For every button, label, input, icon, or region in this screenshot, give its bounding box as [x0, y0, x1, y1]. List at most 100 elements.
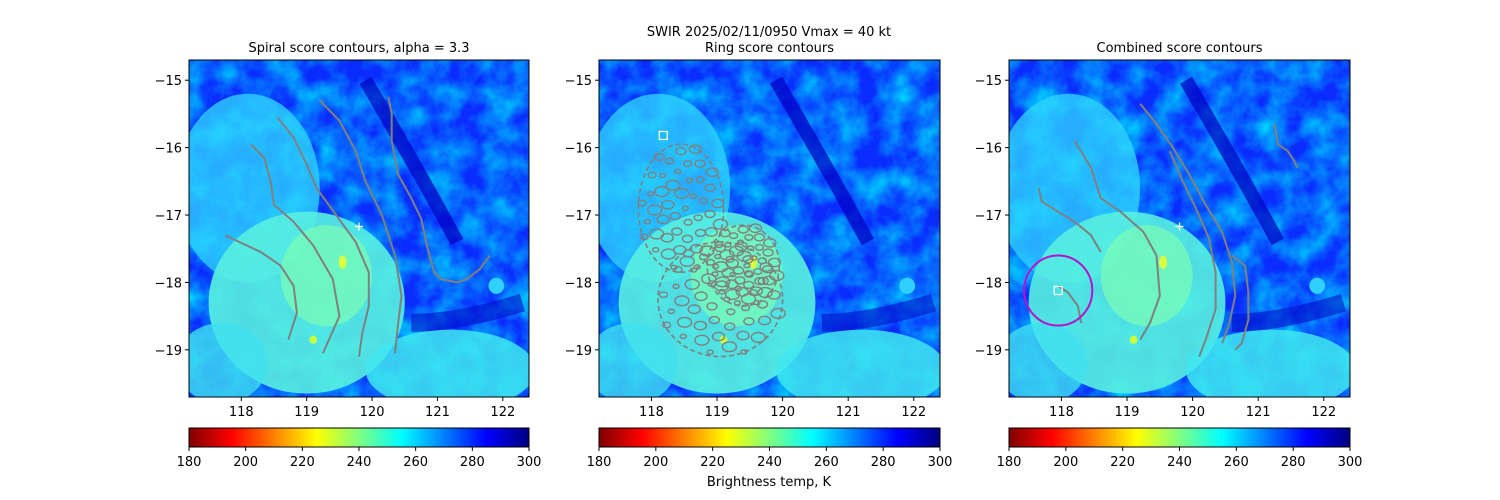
ring-contour — [659, 172, 667, 179]
ring-contour — [694, 291, 708, 302]
ring-contour — [681, 205, 690, 212]
ring-contour — [753, 233, 765, 242]
ring-contour — [754, 276, 766, 286]
ring-contour — [673, 266, 683, 274]
y-tick-label: −16 — [155, 142, 182, 157]
cloud-south-west — [189, 322, 268, 397]
ring-contour — [750, 255, 758, 261]
ring-contour — [724, 322, 736, 331]
x-tick-label: 120 — [1180, 405, 1205, 420]
ring-contour — [746, 245, 755, 251]
center-plus-marker — [1175, 222, 1184, 231]
score-contour — [1231, 254, 1250, 351]
ring-contour — [762, 248, 774, 257]
dark-channel — [1180, 76, 1285, 246]
x-tick-label: 121 — [836, 405, 861, 420]
warm-spot — [309, 335, 318, 344]
warm-spot — [719, 335, 728, 344]
ring-contour — [714, 253, 722, 260]
y-tick-label: −18 — [155, 276, 182, 291]
x-tick-label: 119 — [1115, 405, 1140, 420]
ring-contour — [674, 295, 690, 307]
colorbar-tick-label: 260 — [1224, 455, 1249, 470]
colorbar-tick-label: 280 — [460, 455, 485, 470]
y-tick-label: −17 — [565, 209, 592, 224]
ring-contour — [667, 308, 675, 315]
panel-2: Ring score contours 118 119 120 121 122 −15 −16… — [565, 41, 953, 470]
ring-contour — [693, 214, 703, 222]
ring-contour — [694, 159, 706, 168]
ring-contour — [688, 144, 702, 155]
ring-contour — [743, 317, 755, 326]
cloud-south-west — [1009, 322, 1088, 397]
ring-contour — [729, 271, 737, 278]
cloud-south-east — [365, 329, 529, 397]
colorbar-tick-label: 200 — [643, 455, 668, 470]
ring-contour — [705, 258, 716, 266]
ring-contour — [714, 243, 726, 253]
ring-contour — [724, 242, 732, 248]
ring-contour — [713, 261, 729, 273]
colorbar-tick-label: 180 — [997, 455, 1022, 470]
y-tick-label: −15 — [565, 74, 592, 89]
ring-contour — [687, 304, 701, 315]
ring-contour — [740, 304, 751, 312]
ring-contour — [676, 316, 693, 328]
ring-contour — [661, 199, 675, 210]
ring-contour — [742, 255, 754, 264]
axes-frame — [598, 59, 941, 398]
dark-channel — [359, 76, 464, 246]
ring-contour — [681, 234, 694, 244]
ring-contour — [748, 223, 763, 234]
x-tick-label: 122 — [490, 405, 515, 420]
ring-contour — [698, 197, 709, 205]
ring-contour — [669, 211, 681, 221]
x-tick-label: 122 — [901, 405, 926, 420]
ring-contour — [689, 193, 698, 200]
ring-contour — [679, 333, 687, 340]
colorbar-tick-label: 220 — [1110, 455, 1135, 470]
search-circle — [1023, 254, 1094, 327]
ring-contour — [754, 243, 765, 251]
ring-contour — [705, 167, 719, 178]
ring-contour — [682, 160, 693, 168]
y-tick-label: −18 — [565, 276, 592, 291]
x-tick-label: 118 — [229, 405, 254, 420]
score-contour — [319, 99, 403, 354]
ring-contour — [719, 228, 731, 238]
ring-contour — [749, 286, 764, 296]
colorbar-tick-label: 200 — [1053, 455, 1078, 470]
ring-contour — [647, 171, 657, 179]
ring-contour — [704, 209, 716, 219]
x-tick-label: 120 — [770, 405, 795, 420]
ring-contour — [665, 179, 681, 191]
colorbar-tick-label: 300 — [517, 455, 542, 470]
ring-contour — [708, 315, 720, 325]
ring-contour — [750, 331, 766, 344]
ring-contour — [724, 288, 741, 301]
ring-contour — [736, 239, 745, 246]
ring-contour — [637, 199, 647, 207]
panel-title: Ring score contours — [705, 41, 834, 56]
small-cloud — [899, 277, 916, 294]
ring-contour — [654, 186, 670, 198]
ring-contour — [726, 308, 736, 316]
ring-contour — [753, 268, 763, 276]
ring-contour — [743, 280, 755, 290]
y-tick-label: −19 — [975, 344, 1002, 359]
ring-contour — [711, 331, 726, 342]
ring-contour — [736, 330, 750, 341]
ring-contour — [652, 246, 660, 253]
center-plus-marker — [355, 222, 363, 231]
ring-contour — [711, 271, 719, 277]
y-tick-label: −18 — [975, 276, 1002, 291]
ring-contour — [674, 168, 682, 175]
score-contour — [1273, 123, 1299, 169]
inner-core — [280, 225, 373, 327]
y-tick-label: −15 — [975, 74, 1002, 89]
colorbar-tick-label: 240 — [1167, 455, 1192, 470]
square-marker — [1053, 285, 1063, 296]
ring-contour — [661, 321, 672, 329]
warm-spot — [338, 255, 347, 269]
ring-contour — [769, 270, 785, 282]
